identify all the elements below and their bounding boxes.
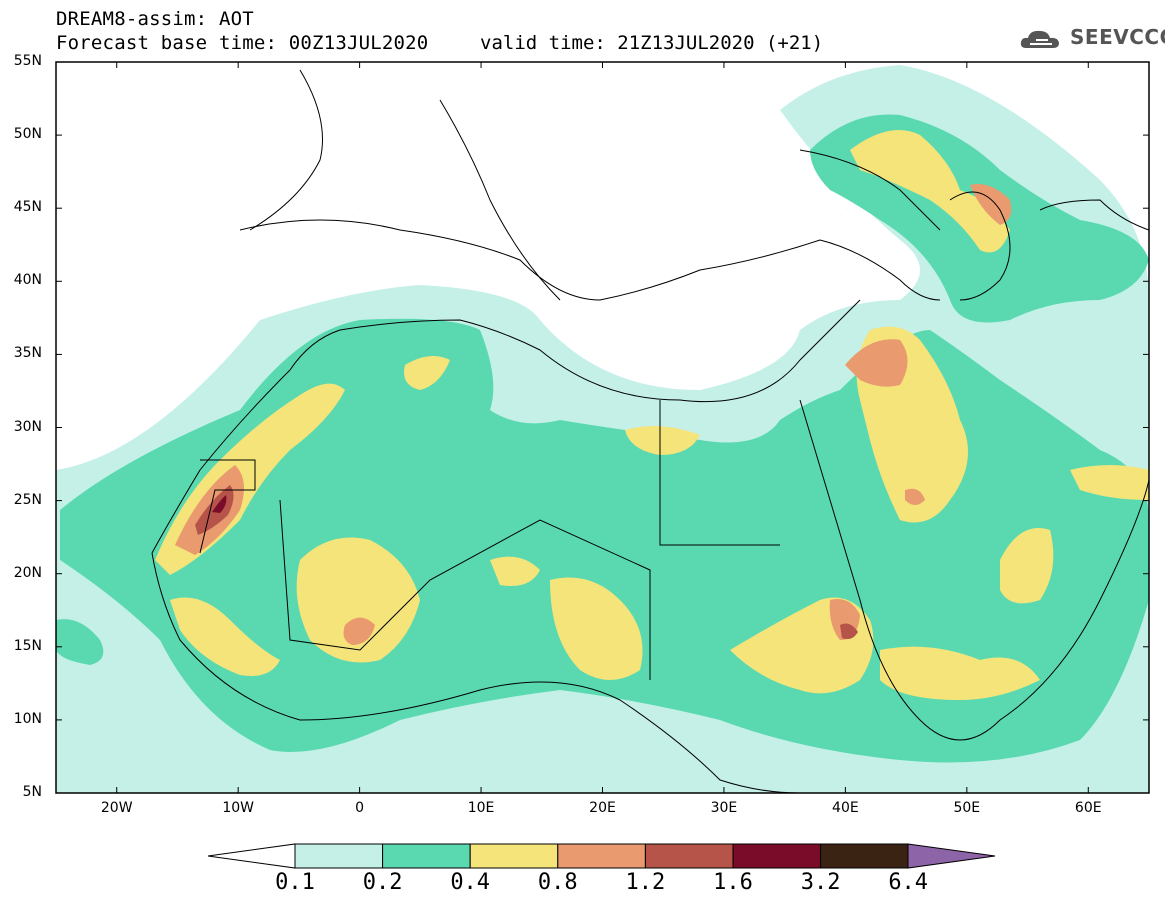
- lat-label: 15N: [13, 637, 42, 654]
- lat-label: 20N: [13, 564, 42, 581]
- colorbar-tick-label: 3.2: [800, 870, 841, 895]
- valid-time: valid time: 21Z13JUL2020 (+21): [480, 32, 824, 54]
- lon-label: 20W: [100, 800, 133, 816]
- colorbar-swatch: [469, 843, 559, 869]
- colorbar-tick-label: 1.2: [625, 870, 666, 895]
- colorbar-swatch: [644, 843, 734, 869]
- lon-label: 40E: [832, 800, 859, 816]
- lat-label: 55N: [13, 53, 42, 69]
- lon-label: 30E: [710, 800, 738, 816]
- lat-label: 40N: [13, 272, 42, 289]
- colorbar-swatch: [557, 843, 646, 869]
- lat-label: 25N: [13, 491, 42, 508]
- colorbar-tick-label: 0.2: [362, 870, 403, 895]
- colorbar-swatch: [382, 843, 471, 869]
- colorbar-tick-label: 6.4: [888, 870, 929, 895]
- colorbar-tick-label: 0.1: [275, 870, 315, 895]
- colorbar-swatch: [732, 843, 822, 869]
- axis-ticks: [56, 61, 1149, 794]
- colorbar-tick-label: 1.6: [713, 870, 753, 895]
- colorbar-tick-label: 0.8: [537, 870, 578, 895]
- colorbar-max-arrow: [907, 843, 996, 869]
- chart-title: DREAM8-assim: AOT: [56, 8, 254, 30]
- cloud-logo-icon: [1020, 30, 1059, 48]
- lat-label: 45N: [13, 199, 42, 216]
- colorbar-swatch: [820, 843, 909, 869]
- colorbar-min-arrow: [207, 843, 296, 869]
- lat-label: 10N: [13, 710, 42, 727]
- lat-label: 35N: [13, 345, 42, 362]
- lon-label: 60E: [1074, 800, 1102, 816]
- logo-text: SEEVCCC: [1070, 25, 1165, 49]
- colorbar-tick-label: 0.4: [450, 870, 491, 895]
- lon-label: 10E: [467, 800, 495, 816]
- lat-label: 5N: [22, 784, 42, 800]
- lon-label: 20E: [589, 800, 616, 816]
- lon-label: 50E: [953, 800, 981, 816]
- colorbar-swatch: [294, 843, 384, 869]
- lon-label: 0: [355, 800, 365, 816]
- colorbar: [207, 843, 996, 869]
- lon-label: 10W: [222, 800, 254, 816]
- lat-label: 50N: [13, 126, 42, 143]
- lat-label: 30N: [13, 418, 42, 435]
- forecast-base-time: Forecast base time: 00Z13JUL2020: [56, 32, 429, 54]
- grid-dots: [56, 62, 1149, 793]
